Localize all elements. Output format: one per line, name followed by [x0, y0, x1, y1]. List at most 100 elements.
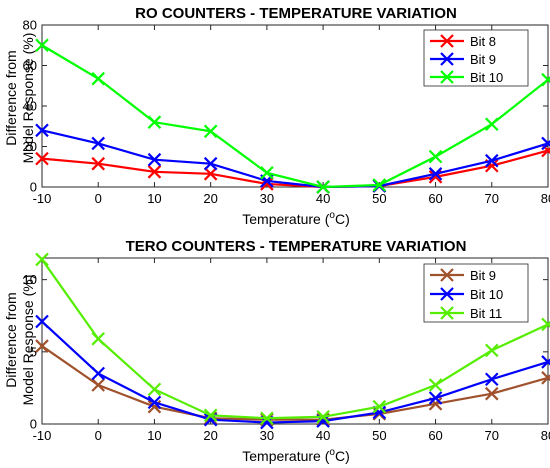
- legend-entry: Bit 8: [430, 34, 496, 49]
- data-point: [35, 314, 49, 329]
- y-tick-label: 10: [23, 272, 37, 287]
- x-tick-label: 50: [372, 428, 386, 443]
- y-tick-label: 60: [23, 58, 37, 73]
- x-axis-label-degree: o: [329, 210, 335, 221]
- x-tick-label: 60: [428, 428, 442, 443]
- x-tick-label: 10: [147, 191, 161, 206]
- legend-label: Bit 10: [470, 70, 503, 85]
- x-tick-label: 80: [541, 428, 550, 443]
- plot-frame: [41, 257, 549, 425]
- legend-entry: Bit 9: [430, 52, 496, 67]
- marker-stroke: [260, 166, 274, 180]
- chart-title: TERO COUNTERS - TEMPERATURE VARIATION: [126, 238, 467, 255]
- legend-entries: Bit 8 Bit 9 Bit 10: [430, 34, 503, 85]
- chart-tero: TERO COUNTERS - TEMPERATURE VARIATION Di…: [3, 238, 550, 464]
- series-bit-8: [35, 143, 550, 194]
- marker-stroke: [203, 167, 218, 181]
- x-tick-label: 0: [95, 428, 102, 443]
- data-point: [91, 136, 106, 151]
- marker-stroke: [260, 177, 274, 191]
- y-tick-label: 80: [23, 18, 37, 33]
- x-tick-label: 70: [485, 191, 499, 206]
- data-point: [35, 151, 49, 166]
- marker-stroke: [428, 397, 443, 411]
- y-tick-label: 0: [30, 417, 37, 432]
- marker-stroke: [428, 378, 443, 392]
- x-tick-label: 80: [541, 191, 550, 206]
- marker-stroke: [260, 411, 274, 426]
- data-point: [541, 371, 550, 385]
- data-point: [91, 378, 106, 392]
- y-tick-label: 5: [30, 344, 37, 359]
- x-axis-label-text: Temperature (: [242, 211, 329, 227]
- marker-stroke: [484, 158, 499, 173]
- data-point: [147, 395, 162, 410]
- marker-stroke: [316, 180, 330, 194]
- marker-stroke: [541, 358, 550, 369]
- y-axis-label-line2: Model Response (%): [20, 275, 36, 406]
- marker-stroke: [484, 153, 499, 168]
- y-ticks: 0 20 40 60 80: [23, 18, 548, 195]
- marker-stroke: [428, 391, 443, 405]
- x-tick-label: -10: [33, 428, 52, 443]
- data-point: [91, 366, 106, 381]
- x-tick-label: 60: [428, 191, 442, 206]
- x-axis-label-text: Temperature (: [242, 448, 329, 464]
- data-point: [91, 332, 106, 346]
- data-point: [484, 372, 499, 387]
- marker-stroke: [541, 320, 550, 332]
- legend-entries: Bit 9 Bit 10 Bit 11: [430, 268, 503, 321]
- x-tick-label: 0: [95, 191, 102, 206]
- series-line: [41, 345, 549, 421]
- marker-stroke: [91, 366, 106, 381]
- legend-marker: [440, 70, 454, 84]
- series-bit-10: [35, 38, 550, 194]
- marker-stroke: [35, 314, 49, 329]
- marker-stroke: [35, 38, 49, 53]
- data-point: [35, 339, 49, 353]
- legend-label: Bit 9: [470, 268, 496, 283]
- marker-stroke: [372, 405, 387, 420]
- marker-stroke: [35, 252, 49, 267]
- y-tick-label: 40: [23, 99, 37, 114]
- data-point: [260, 411, 274, 426]
- legend: Bit 9 Bit 10 Bit 11: [423, 263, 529, 323]
- data-point: [203, 124, 218, 139]
- series-bit-10: [35, 314, 550, 430]
- marker-stroke: [203, 156, 218, 171]
- series-line: [41, 44, 549, 189]
- series-bit-11: [35, 252, 550, 426]
- data-point: [35, 123, 49, 138]
- data-point: [484, 343, 499, 358]
- series-layer: [35, 252, 550, 430]
- data-point: [541, 136, 550, 151]
- data-point: [35, 38, 49, 53]
- series-line: [41, 149, 549, 189]
- legend-entry: Bit 10: [430, 287, 503, 302]
- data-point: [316, 180, 330, 194]
- y-tick-label: 0: [30, 180, 37, 195]
- marker-stroke: [147, 395, 162, 410]
- series-line: [41, 129, 549, 189]
- y-axis-label-line2: Model Response (%): [20, 33, 36, 164]
- data-point: [428, 391, 443, 405]
- marker-stroke: [372, 178, 387, 192]
- marker-stroke: [91, 136, 106, 151]
- data-point: [260, 166, 274, 180]
- marker-stroke: [91, 156, 106, 171]
- marker-stroke: [484, 372, 499, 387]
- marker-stroke: [91, 71, 106, 86]
- legend: Bit 8 Bit 9 Bit 10: [423, 29, 529, 87]
- legend-entry: Bit 11: [430, 306, 502, 321]
- marker-stroke: [91, 332, 106, 346]
- data-point: [147, 382, 162, 397]
- marker-stroke: [35, 151, 49, 166]
- marker-stroke: [147, 115, 162, 129]
- x-axis-label-degree: o: [329, 447, 335, 458]
- series-line: [41, 258, 549, 420]
- data-point: [372, 178, 387, 192]
- x-tick-label: -10: [33, 191, 52, 206]
- marker-stroke: [203, 124, 218, 139]
- marker-stroke: [428, 167, 443, 181]
